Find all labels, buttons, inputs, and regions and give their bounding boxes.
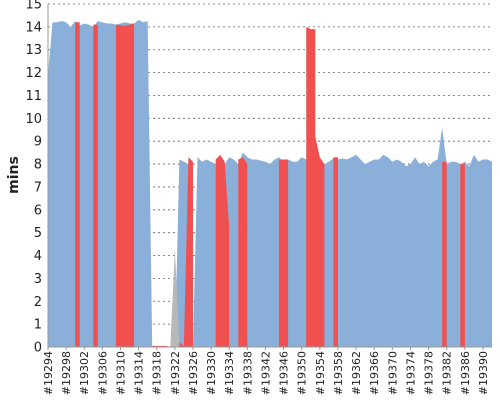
y-tick-label-10: 10 <box>25 112 42 127</box>
axes <box>47 4 492 348</box>
y-tick-label-15: 15 <box>25 0 42 13</box>
x-tick-label-2: #19302 <box>78 351 91 395</box>
x-tick-label-14: #19350 <box>296 351 309 395</box>
x-tick-label-5: #19314 <box>133 351 146 395</box>
x-tick-label-16: #19358 <box>332 351 345 395</box>
x-tick-labels: #19294 #19298 #19302 #19306 #19310 #19314 #193… <box>42 347 490 395</box>
x-tick-label-7: #19322 <box>169 351 182 395</box>
blue-area-series <box>48 20 492 347</box>
x-tick-label-10: #19334 <box>223 351 236 395</box>
y-tick-label-11: 11 <box>25 89 42 104</box>
x-tick-label-1: #19298 <box>60 351 73 395</box>
y-tick-label-3: 3 <box>34 272 42 287</box>
y-tick-label-1: 1 <box>34 318 42 333</box>
y-tick-label-7: 7 <box>34 180 42 195</box>
x-tick-label-21: #19378 <box>423 351 436 395</box>
y-tick-label-12: 12 <box>25 66 42 81</box>
x-tick-label-12: #19342 <box>259 351 272 395</box>
y-axis-label: mins <box>6 156 22 194</box>
x-tick-label-13: #19346 <box>278 351 291 395</box>
x-tick-label-18: #19366 <box>368 351 381 395</box>
x-tick-label-23: #19386 <box>459 351 472 395</box>
x-tick-label-4: #19310 <box>114 351 127 395</box>
y-tick-label-9: 9 <box>34 135 42 150</box>
x-tick-label-8: #19326 <box>187 351 200 395</box>
gray-area-series <box>170 248 180 347</box>
y-tick-label-0: 0 <box>34 341 42 356</box>
x-tick-label-0: #19294 <box>42 351 55 395</box>
y-tick-label-13: 13 <box>25 43 42 58</box>
x-tick-label-20: #19374 <box>404 351 417 395</box>
x-tick-label-9: #19330 <box>205 351 218 395</box>
y-tick-label-8: 8 <box>34 158 42 173</box>
x-tick-label-17: #19362 <box>350 351 363 395</box>
x-tick-label-24: #19390 <box>477 351 490 395</box>
x-tick-label-3: #19306 <box>96 351 109 395</box>
y-tick-label-4: 4 <box>34 249 42 264</box>
x-tick-label-11: #19338 <box>241 351 254 395</box>
y-tick-label-14: 14 <box>25 20 42 35</box>
x-tick-label-15: #19354 <box>314 351 327 395</box>
y-tick-label-2: 2 <box>34 295 42 310</box>
y-tick-label-5: 5 <box>34 226 42 241</box>
x-tick-label-22: #19382 <box>441 351 454 395</box>
y-tick-label-6: 6 <box>34 203 42 218</box>
series-layer <box>48 20 492 347</box>
x-tick-label-19: #19370 <box>386 351 399 395</box>
x-tick-label-6: #19318 <box>151 351 164 395</box>
